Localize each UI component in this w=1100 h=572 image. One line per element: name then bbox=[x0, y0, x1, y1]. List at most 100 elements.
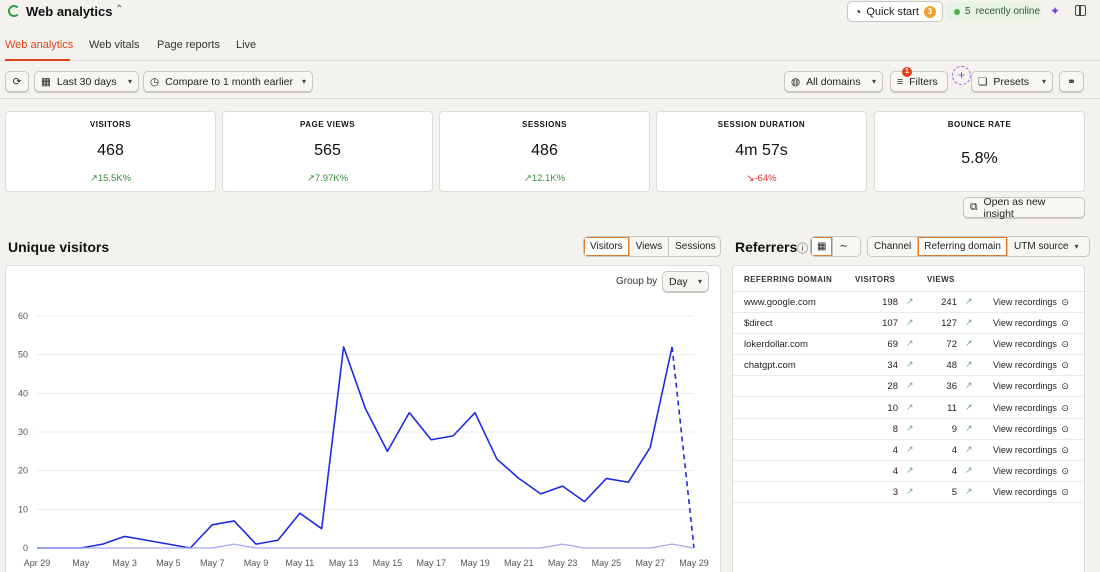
table-row[interactable]: lokerdollar.com 69 ↗ 72 ↗ View recordings ⊙ bbox=[733, 334, 1084, 356]
chevron-updown-icon[interactable]: ⌃ bbox=[115, 4, 124, 15]
side-panel-icon[interactable] bbox=[1075, 5, 1086, 16]
sparkle-ai-icon[interactable]: ✦ bbox=[1050, 4, 1061, 18]
chevron-down-icon: ▾ bbox=[697, 277, 702, 286]
x-tick-label: Apr 29 bbox=[24, 558, 51, 568]
share-link-button[interactable]: ⚭ bbox=[1059, 71, 1084, 92]
posthog-web-analytics-icon bbox=[8, 5, 20, 17]
table-row[interactable]: 8 ↗ 9 ↗ View recordings ⊙ bbox=[733, 419, 1084, 440]
stat-card-visitors[interactable]: VISITORS 468 ↗15.5K% bbox=[5, 111, 216, 192]
view-recordings-link[interactable]: View recordings ⊙ bbox=[993, 445, 1069, 456]
view-recordings-link[interactable]: View recordings ⊙ bbox=[993, 466, 1069, 477]
view-recordings-link[interactable]: View recordings ⊙ bbox=[993, 403, 1069, 414]
referrer-views: 4 bbox=[951, 444, 957, 456]
tab-live[interactable]: Live bbox=[236, 39, 257, 51]
referrer-domain[interactable]: chatgpt.com bbox=[744, 360, 796, 372]
table-row[interactable]: 28 ↗ 36 ↗ View recordings ⊙ bbox=[733, 376, 1084, 398]
table-row[interactable]: 10 ↗ 11 ↗ View recordings ⊙ bbox=[733, 398, 1084, 419]
domain-select[interactable]: ◍ All domains ▾ bbox=[784, 71, 883, 92]
view-recordings-link[interactable]: View recordings ⊙ bbox=[993, 381, 1069, 392]
tab-referring-domain[interactable]: Referring domain bbox=[918, 237, 1008, 256]
presets-select[interactable]: ❏ Presets ▾ bbox=[971, 71, 1053, 92]
y-tick-label: 60 bbox=[18, 311, 28, 321]
open-as-new-insight-button[interactable]: ⧉ Open as new insight bbox=[963, 196, 1085, 220]
view-recordings-link[interactable]: View recordings ⊙ bbox=[993, 339, 1069, 350]
view-recordings-label: View recordings bbox=[993, 444, 1057, 455]
online-dot-icon bbox=[954, 8, 960, 15]
series-line-incomplete bbox=[671, 346, 695, 549]
referrer-domain[interactable]: www.google.com bbox=[744, 297, 816, 308]
info-icon[interactable]: ⓘ bbox=[797, 243, 808, 255]
x-tick-label: May 7 bbox=[200, 558, 225, 568]
view-recordings-link[interactable]: View recordings ⊙ bbox=[993, 424, 1069, 435]
view-recordings-link[interactable]: View recordings ⊙ bbox=[993, 318, 1069, 329]
table-view-button[interactable]: ▦ bbox=[811, 237, 834, 256]
referrer-domain[interactable]: lokerdollar.com bbox=[744, 339, 808, 351]
x-tick-label: May 21 bbox=[504, 558, 534, 568]
referrer-domain[interactable]: $direct bbox=[744, 318, 773, 330]
bookmark-icon: ❏ bbox=[978, 75, 988, 88]
play-icon: ⊙ bbox=[1058, 402, 1069, 413]
graph-view-button[interactable]: ∼ bbox=[833, 237, 853, 256]
metric-sessions-button[interactable]: Sessions bbox=[675, 241, 716, 252]
chevron-down-icon: ▾ bbox=[1041, 77, 1046, 86]
online-count: 5 bbox=[965, 6, 971, 17]
play-icon: ⊙ bbox=[1058, 444, 1069, 455]
x-tick-label: May 23 bbox=[548, 558, 578, 568]
metric-visitors-button[interactable]: Visitors bbox=[584, 237, 630, 256]
refresh-icon: ⟳ bbox=[12, 75, 22, 88]
referrer-views: 127 bbox=[941, 318, 957, 330]
referrer-visitors: 34 bbox=[887, 360, 898, 372]
table-row[interactable]: www.google.com 198 ↗ 241 ↗ View recordings ⊙ bbox=[733, 292, 1084, 313]
stat-card-bounce-rate[interactable]: BOUNCE RATE 5.8% bbox=[874, 111, 1085, 192]
stat-card-session-duration[interactable]: SESSION DURATION 4m 57s ↘-64% bbox=[656, 111, 867, 192]
column-header-views[interactable]: VIEWS bbox=[927, 275, 955, 284]
table-row[interactable]: chatgpt.com 34 ↗ 48 ↗ View recordings ⊙ bbox=[733, 355, 1084, 377]
stat-card-sessions[interactable]: SESSIONS 486 ↗12.1K% bbox=[439, 111, 650, 192]
tab-page-reports[interactable]: Page reports bbox=[157, 39, 220, 51]
divider bbox=[0, 98, 1100, 99]
date-range-select[interactable]: ▦ Last 30 days ▾ bbox=[34, 71, 139, 92]
view-recordings-link[interactable]: View recordings ⊙ bbox=[993, 487, 1069, 498]
series-line bbox=[37, 543, 695, 549]
table-row[interactable]: 4 ↗ 4 ↗ View recordings ⊙ bbox=[733, 440, 1084, 461]
tab-web-vitals[interactable]: Web vitals bbox=[89, 39, 140, 51]
stat-value: 5.8% bbox=[961, 150, 998, 167]
domain-value: All domains bbox=[806, 75, 861, 88]
tab-bar: Web analytics Web vitals Page reports Li… bbox=[0, 34, 1100, 61]
refresh-button[interactable]: ⟳ bbox=[5, 71, 29, 92]
stat-card-page-views[interactable]: PAGE VIEWS 565 ↗7.97K% bbox=[222, 111, 433, 192]
chevron-down-icon: ▾ bbox=[871, 77, 876, 86]
x-tick-label: May 25 bbox=[592, 558, 622, 568]
trend-up-icon: ↗ bbox=[906, 380, 914, 391]
date-range-value: Last 30 days bbox=[56, 75, 117, 88]
add-filter-button[interactable]: + bbox=[952, 66, 971, 85]
page-title: Web analytics bbox=[26, 4, 113, 19]
trend-up-icon: ↗ bbox=[965, 317, 973, 328]
view-recordings-link[interactable]: View recordings ⊙ bbox=[993, 297, 1069, 308]
stat-delta-value: 7.97K% bbox=[314, 173, 349, 184]
play-icon: ⊙ bbox=[1058, 423, 1069, 434]
stat-label: PAGE VIEWS bbox=[299, 120, 356, 129]
tab-web-analytics[interactable]: Web analytics bbox=[5, 39, 74, 51]
column-header-domain[interactable]: REFERRING DOMAIN bbox=[744, 275, 833, 284]
group-by-value: Day bbox=[669, 275, 688, 288]
filters-count-badge: 1 bbox=[902, 67, 912, 77]
quick-start-button[interactable]: ◔ Quick start 3 bbox=[847, 1, 943, 22]
metric-views-button[interactable]: Views bbox=[630, 237, 670, 256]
table-row[interactable]: 4 ↗ 4 ↗ View recordings ⊙ bbox=[733, 461, 1084, 482]
series-line bbox=[37, 346, 673, 549]
recently-online-indicator[interactable]: 5 recently online bbox=[947, 2, 1041, 21]
compare-select[interactable]: ◷ Compare to 1 month earlier ▾ bbox=[143, 71, 313, 92]
table-row[interactable]: $direct 107 ↗ 127 ↗ View recordings ⊙ bbox=[733, 313, 1084, 335]
table-row[interactable]: 3 ↗ 5 ↗ View recordings ⊙ bbox=[733, 482, 1084, 503]
filters-button[interactable]: ≡ 1 Filters bbox=[890, 67, 948, 92]
filter-lines-icon: ≡ bbox=[897, 75, 904, 88]
referrer-visitors: 69 bbox=[887, 339, 898, 351]
referrer-breakdown-tabs: Channel Referring domain UTM source ▾ bbox=[867, 236, 1090, 257]
tab-utm-source[interactable]: UTM source ▾ bbox=[1008, 237, 1084, 256]
view-recordings-link[interactable]: View recordings ⊙ bbox=[993, 360, 1069, 371]
tab-channel[interactable]: Channel bbox=[868, 237, 919, 256]
group-by-select[interactable]: Day ▾ bbox=[662, 271, 709, 292]
column-header-visitors[interactable]: VISITORS bbox=[855, 275, 896, 284]
x-tick-label: May 29 bbox=[679, 558, 709, 568]
